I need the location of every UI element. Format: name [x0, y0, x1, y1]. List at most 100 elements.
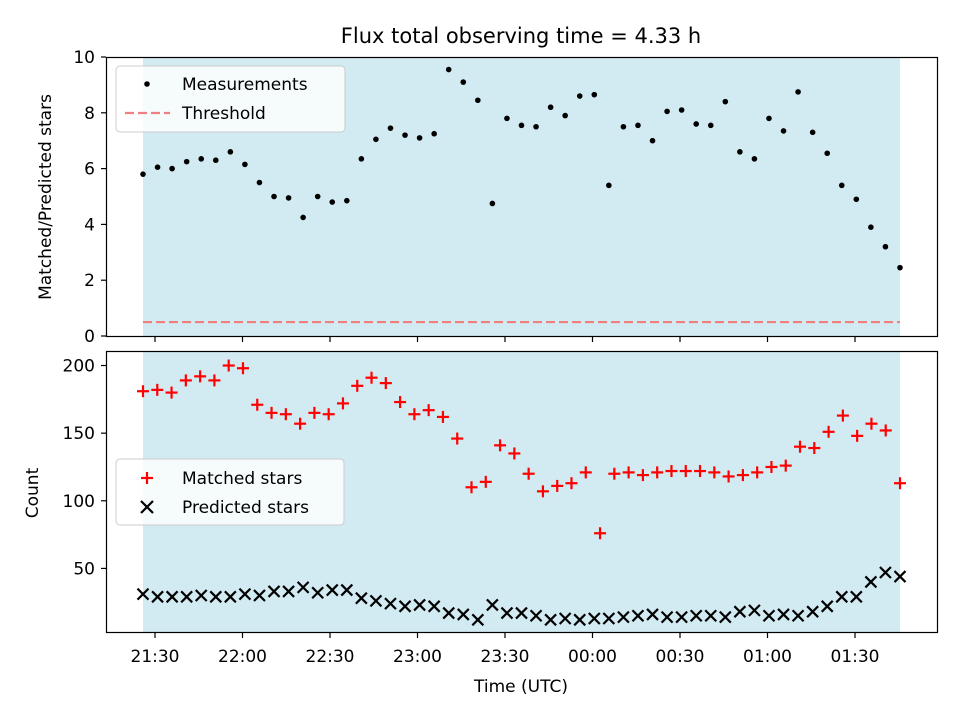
- predicted-star-point: [617, 610, 630, 624]
- predicted-star-point: [442, 606, 455, 620]
- predicted-star-point: [515, 606, 528, 620]
- predicted-star-point: [384, 597, 397, 610]
- predicted-star-point: [588, 612, 601, 625]
- matched-star-point: [865, 417, 878, 430]
- matched-star-point: [551, 479, 564, 492]
- predicted-star-point: [820, 600, 834, 613]
- matched-star-point: [665, 465, 678, 478]
- matched-star-point: [408, 408, 421, 421]
- measurement-point: [722, 98, 729, 105]
- measurement-point: [795, 89, 801, 95]
- measurement-point: [314, 193, 321, 200]
- matched-star-point: [679, 465, 692, 478]
- matched-star-point: [594, 527, 607, 540]
- predicted-star-point: [544, 613, 557, 627]
- matched-star-point: [851, 429, 864, 442]
- measurement-point: [649, 137, 656, 144]
- predicted-star-point: [646, 608, 659, 621]
- matched-star-point: [536, 485, 549, 498]
- matched-star-point: [179, 374, 192, 387]
- predicted-star-point: [209, 590, 223, 604]
- measurement-point: [140, 171, 146, 177]
- measurement-point: [227, 149, 234, 155]
- matched-star-point: [236, 362, 249, 375]
- measurement-point: [504, 115, 510, 122]
- predicted-star-point: [835, 590, 849, 604]
- matched-star-point: [836, 409, 849, 422]
- top-y-tick-label: 8: [84, 104, 95, 124]
- measurement-point: [198, 156, 205, 162]
- matched-star-point: [751, 466, 764, 479]
- x-tick-label: 23:30: [481, 647, 530, 667]
- predicted-star-point: [180, 590, 193, 604]
- predicted-star-point: [850, 590, 863, 604]
- predicted-star-point: [733, 605, 747, 618]
- chart-title: Flux total observing time = 4.33 h: [341, 24, 701, 48]
- measurement-point: [300, 214, 306, 221]
- matched-star-point: [465, 481, 478, 494]
- matched-star-point: [651, 466, 664, 479]
- measurement-point: [402, 132, 408, 138]
- matched-star-point: [694, 465, 707, 478]
- top-legend: Measurements Threshold: [115, 65, 346, 133]
- predicted-star-point: [282, 585, 295, 598]
- matched-star-point: [608, 467, 621, 480]
- measurement-point: [271, 193, 277, 200]
- measurement-point: [183, 158, 190, 165]
- top-axes-frame: [105, 56, 939, 338]
- measurement-point: [212, 157, 219, 164]
- predicted-star-point: [136, 587, 150, 601]
- predicted-star-point: [471, 613, 485, 627]
- measurement-point: [562, 112, 568, 119]
- measurement-point: [533, 123, 539, 130]
- predicted-star-point: [748, 604, 761, 617]
- bottom-y-tick-label: 150: [63, 424, 95, 444]
- x-axis-label: Time (UTC): [473, 677, 568, 697]
- matched-star-point: [822, 425, 835, 438]
- predicted-star-point: [500, 606, 514, 620]
- matched-star-point: [579, 466, 592, 479]
- legend-threshold-label: Threshold: [181, 104, 266, 124]
- matched-star-point: [565, 477, 578, 490]
- predicted-star-point: [340, 583, 354, 597]
- predicted-star-point: [893, 570, 907, 583]
- predicted-star-point: [719, 610, 732, 624]
- predicted-star-point: [573, 613, 587, 627]
- predicted-star-point: [267, 585, 281, 598]
- matched-star-point: [294, 417, 307, 430]
- measurement-point: [445, 66, 452, 73]
- matched-star-point: [351, 379, 364, 392]
- matched-star-point: [208, 374, 221, 387]
- measurement-point: [489, 200, 496, 207]
- measurement-point: [678, 107, 685, 113]
- measurement-point: [606, 182, 612, 189]
- predicted-star-point: [413, 598, 426, 612]
- top-y-tick-label: 0: [84, 327, 95, 347]
- top-y-tick-label: 2: [84, 271, 95, 291]
- measurement-point: [285, 195, 292, 201]
- predicted-star-point: [325, 583, 339, 597]
- legend-matched-marker: [141, 472, 153, 484]
- matched-star-point: [722, 470, 735, 483]
- predicted-star-point: [398, 600, 412, 613]
- measurement-point: [737, 149, 743, 155]
- measurement-point: [766, 115, 772, 122]
- measurement-point: [169, 165, 175, 172]
- predicted-star-point: [355, 591, 368, 605]
- matched-star-point: [151, 383, 164, 396]
- x-tick-label: 23:00: [393, 647, 442, 667]
- measurement-point: [475, 97, 481, 104]
- matched-stars-points: [137, 359, 906, 540]
- predicted-star-point: [762, 609, 776, 623]
- predicted-stars-points: [136, 566, 907, 627]
- predicted-star-point: [631, 609, 645, 623]
- bottom-y-axis-label: Count: [23, 467, 43, 518]
- matched-star-point: [422, 404, 435, 417]
- matched-star-point: [879, 424, 892, 437]
- matched-star-point: [165, 386, 178, 399]
- predicted-star-point: [165, 590, 179, 604]
- legend-matched-label: Matched stars: [182, 469, 302, 489]
- predicted-star-point: [486, 598, 499, 612]
- top-y-axis-label: Matched/Predicted stars: [36, 94, 56, 300]
